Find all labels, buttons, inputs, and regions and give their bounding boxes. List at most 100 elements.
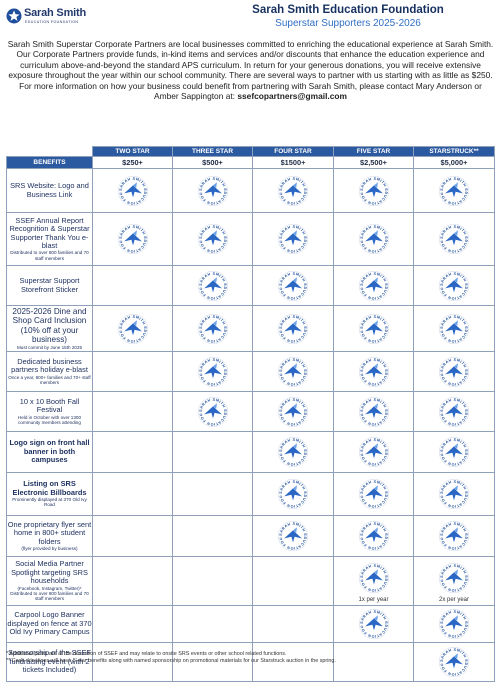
foundation-seal-icon: SARAH SMITH EDUCATION FOUNDATION [438, 270, 470, 301]
tier-cell: SARAH SMITH EDUCATION FOUNDATION [92, 168, 173, 213]
tier-cell: SARAH SMITH EDUCATION FOUNDATION [172, 265, 253, 306]
foundation-seal-icon: SARAH SMITH EDUCATION FOUNDATION [358, 313, 389, 344]
tier-cell: SARAH SMITH EDUCATION FOUNDATION [252, 265, 334, 306]
benefit-note: Held in October with over 1300 community… [17, 414, 82, 425]
foundation-seal-icon: SARAH SMITH EDUCATION FOUNDATION [438, 175, 470, 206]
foundation-seal-icon: SARAH SMITH EDUCATION FOUNDATION [438, 520, 470, 552]
tier-cell: SARAH SMITH EDUCATION FOUNDATION [413, 431, 495, 473]
benefit-label-cell: Dedicated business partners holiday e-bl… [6, 351, 93, 392]
tier-cell [92, 391, 173, 432]
foundation-seal-icon: SARAH SMITH EDUCATION FOUNDATION [438, 313, 470, 344]
tier-cell: SARAH SMITH EDUCATION FOUNDATION [333, 265, 414, 306]
tier-name-2: THREE STAR [172, 146, 253, 157]
tier-cell [92, 431, 173, 473]
foundation-seal-icon: SARAH SMITH EDUCATION FOUNDATION [358, 270, 389, 301]
footnote-2: ** Cash donations will have 5-star benef… [6, 657, 336, 664]
foundation-seal-icon: SARAH SMITH EDUCATION FOUNDATION [277, 520, 309, 552]
benefit-rows: SRS Website: Logo and Business Link SARAH… [6, 168, 495, 682]
foundation-seal-icon: SARAH SMITH EDUCATION FOUNDATION [117, 175, 148, 206]
foundation-seal-icon: SARAH SMITH EDUCATION FOUNDATION [438, 436, 470, 468]
tier-cell: SARAH SMITH EDUCATION FOUNDATION [252, 168, 334, 213]
benefit-row: One proprietary flyer sent home in 800+ … [6, 515, 495, 557]
benefit-label: SRS Website: Logo and Business Link [10, 181, 89, 199]
tier-cell [252, 556, 334, 606]
tier-cell: SARAH SMITH EDUCATION FOUNDATION [172, 391, 253, 432]
tier-cell [172, 431, 253, 473]
tier-cell [92, 472, 173, 516]
footnote-1: * Additional posts are at the discretion… [6, 651, 287, 657]
tier-cell: SARAH SMITH EDUCATION FOUNDATION [252, 351, 334, 392]
footnotes: * Additional posts are at the discretion… [6, 651, 498, 664]
foundation-seal-icon: SARAH SMITH EDUCATION FOUNDATION [197, 356, 228, 387]
benefit-label-cell: Carpool Logo Banner displayed on fence a… [6, 605, 93, 643]
tier-cell [92, 265, 173, 306]
tier-cell [172, 605, 253, 643]
foundation-seal-icon: SARAH SMITH EDUCATION FOUNDATION [277, 223, 309, 255]
tier-price-2: $500+ [172, 156, 253, 169]
tier-cell: SARAH SMITH EDUCATION FOUNDATION [333, 515, 414, 557]
benefit-note: (Facebook, Instagram, Twitter)* Distribu… [10, 585, 89, 602]
star-logo-icon [6, 8, 22, 24]
benefit-note: Must commit by June 15th 2025 [16, 344, 83, 350]
tier-cell: SARAH SMITH EDUCATION FOUNDATION [333, 212, 414, 266]
foundation-seal-icon: SARAH SMITH EDUCATION FOUNDATION [358, 396, 389, 427]
foundation-seal-icon: SARAH SMITH EDUCATION FOUNDATION [438, 478, 470, 510]
foundation-seal-icon: SARAH SMITH EDUCATION FOUNDATION [358, 608, 389, 640]
frequency-label: 1x per year [358, 597, 389, 603]
tier-cell: SARAH SMITH EDUCATION FOUNDATION [92, 212, 173, 266]
foundation-seal-icon: SARAH SMITH EDUCATION FOUNDATION [358, 175, 389, 206]
tier-cell [252, 605, 334, 643]
tier-name-4: FIVE STAR [333, 146, 414, 157]
benefit-label: Logo sign on front hall banner in both c… [9, 438, 90, 465]
benefit-label-cell: SSEF Annual Report Recognition & Superst… [6, 212, 93, 266]
contact-email[interactable]: ssefcopartners@gmail.com [237, 91, 347, 102]
tier-cell [172, 472, 253, 516]
benefit-note: Once a year, 800+ families and 70+ staff… [8, 374, 91, 385]
tier-cell: SARAH SMITH EDUCATION FOUNDATION 2x per y… [413, 556, 495, 606]
benefit-label: SSEF Annual Report Recognition & Superst… [9, 215, 90, 250]
tier-cell: SARAH SMITH EDUCATION FOUNDATION [252, 305, 334, 352]
benefit-label-cell: One proprietary flyer sent home in 800+ … [6, 515, 93, 557]
page-title: Sarah Smith Education Foundation [252, 4, 444, 16]
foundation-seal-icon: SARAH SMITH EDUCATION FOUNDATION [277, 478, 309, 510]
benefit-label: Listing on SRS Electronic Billboards [12, 479, 87, 497]
benefit-label-cell: Logo sign on front hall banner in both c… [6, 431, 93, 473]
frequency-label: 2x per year [438, 597, 469, 603]
tier-cell: SARAH SMITH EDUCATION FOUNDATION [413, 265, 495, 306]
tier-name-3: FOUR STAR [252, 146, 334, 157]
foundation-seal-icon: SARAH SMITH EDUCATION FOUNDATION [277, 436, 309, 468]
benefit-label: Superstar Support Storefront Sticker [19, 276, 80, 294]
tier-cell: SARAH SMITH EDUCATION FOUNDATION [333, 305, 414, 352]
foundation-seal-icon: SARAH SMITH EDUCATION FOUNDATION [277, 313, 309, 344]
tier-price-3: $1500+ [252, 156, 334, 169]
intro-text: Sarah Smith Superstar Corporate Partners… [7, 39, 494, 102]
page-header: Sarah Smith EDUCATION FOUNDATION Sarah S… [0, 0, 500, 38]
logo-name: Sarah Smith [24, 7, 86, 19]
foundation-seal-icon: SARAH SMITH EDUCATION FOUNDATION [358, 562, 389, 594]
benefit-row: 10 x 10 Booth Fall Festival Held in Octob… [6, 391, 495, 432]
foundation-seal-icon: SARAH SMITH EDUCATION FOUNDATION [438, 562, 470, 594]
benefit-row: Social Media Partner Spotlight targeting… [6, 556, 495, 606]
tier-cell: SARAH SMITH EDUCATION FOUNDATION [333, 605, 414, 643]
foundation-seal-icon: SARAH SMITH EDUCATION FOUNDATION [358, 478, 389, 510]
tier-price-5: $5,000+ [413, 156, 495, 169]
foundation-seal-icon: SARAH SMITH EDUCATION FOUNDATION [438, 356, 470, 387]
tier-cell: SARAH SMITH EDUCATION FOUNDATION [252, 391, 334, 432]
benefit-row: SSEF Annual Report Recognition & Superst… [6, 212, 495, 266]
tier-cell: SARAH SMITH EDUCATION FOUNDATION [413, 472, 495, 516]
benefit-label: One proprietary flyer sent home in 800+ … [7, 519, 92, 546]
tier-cell: SARAH SMITH EDUCATION FOUNDATION [413, 515, 495, 557]
tier-cell: SARAH SMITH EDUCATION FOUNDATION [413, 391, 495, 432]
tier-price-row: BENEFITS $250+ $500+ $1500+ $2,500+ $5,000+ [6, 156, 495, 169]
benefit-label-cell: 2025-2026 Dine and Shop Card Inclusion (… [6, 305, 93, 352]
tier-cell: SARAH SMITH EDUCATION FOUNDATION [333, 168, 414, 213]
foundation-seal-icon: SARAH SMITH EDUCATION FOUNDATION [197, 223, 228, 255]
foundation-seal-icon: SARAH SMITH EDUCATION FOUNDATION [438, 396, 470, 427]
foundation-seal-icon: SARAH SMITH EDUCATION FOUNDATION [277, 270, 309, 301]
benefit-row: Carpool Logo Banner displayed on fence a… [6, 605, 495, 643]
foundation-seal-icon: SARAH SMITH EDUCATION FOUNDATION [438, 223, 470, 255]
tier-name-5: STARSTRUCK** [413, 146, 495, 157]
benefit-row: Dedicated business partners holiday e-bl… [6, 351, 495, 392]
tier-price-4: $2,500+ [333, 156, 414, 169]
foundation-logo: Sarah Smith EDUCATION FOUNDATION [6, 6, 106, 30]
